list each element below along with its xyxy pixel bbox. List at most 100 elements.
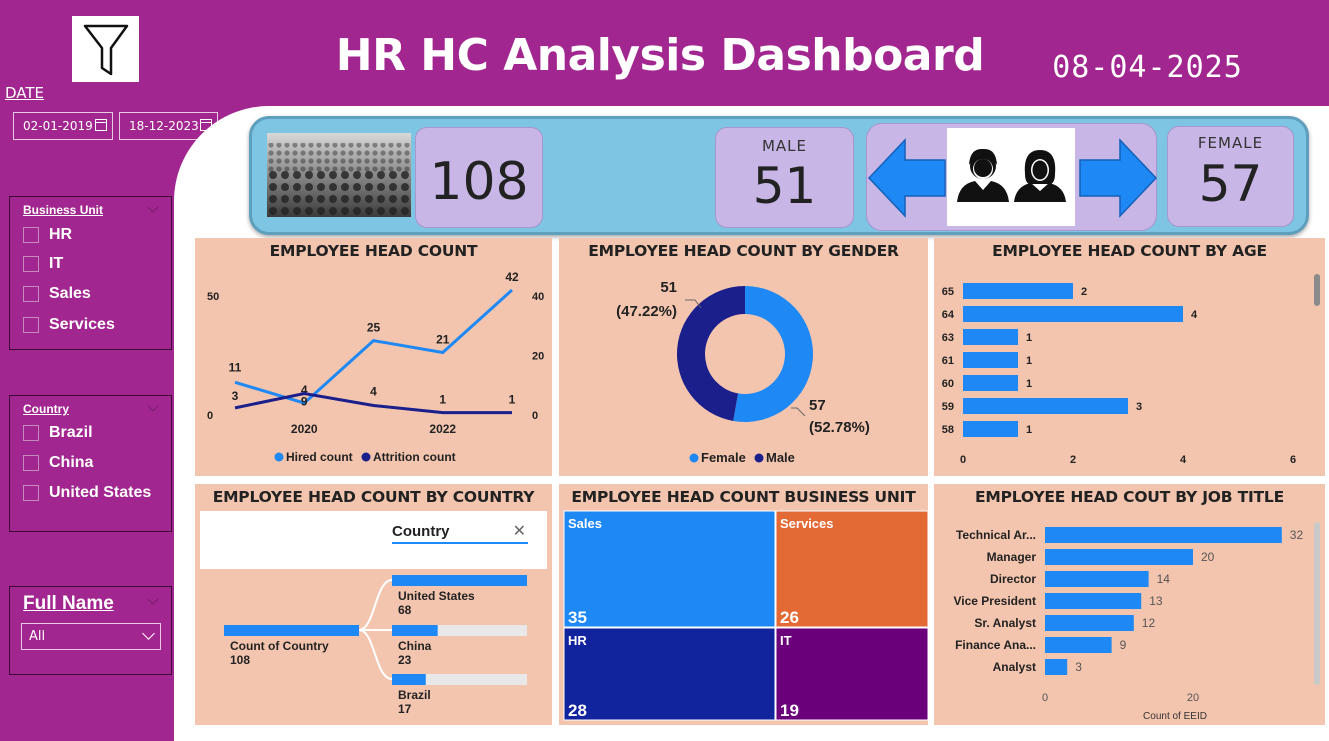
tile-label: Sales: [568, 516, 602, 531]
connector: [358, 629, 393, 680]
female-card: FEMALE 57: [1167, 126, 1294, 227]
data-label-pct: (47.22%): [616, 303, 677, 320]
series-line: [234, 288, 514, 405]
connector: [358, 579, 393, 631]
checkbox[interactable]: [23, 286, 39, 302]
full-name-dropdown[interactable]: All: [21, 623, 161, 650]
x-tick-label: 2: [1070, 454, 1076, 466]
slicer-option-united-states[interactable]: United States: [23, 484, 151, 502]
date-from-input[interactable]: 02-01-2019: [13, 112, 113, 140]
bar: [963, 306, 1183, 322]
bar-value-label: 2: [1081, 286, 1087, 298]
checkbox[interactable]: [23, 227, 39, 243]
slicer-option-china[interactable]: China: [23, 454, 93, 472]
y-right-tick-label: 0: [532, 410, 538, 422]
bar-value-label: 4: [1191, 309, 1198, 321]
slicer-option-brazil[interactable]: Brazil: [23, 424, 93, 442]
node-label: United States: [398, 589, 475, 603]
tile-value: 28: [568, 701, 587, 720]
chevron-down-icon[interactable]: [147, 593, 159, 605]
x-axis-title: Count of EEID: [1143, 711, 1207, 722]
category-label: Director: [990, 572, 1036, 586]
category-label: 64: [942, 309, 955, 321]
option-label: Services: [49, 316, 115, 333]
panel-title: EMPLOYEE HEAD COUNT BY GENDER: [588, 242, 899, 260]
x-tick-label: 0: [960, 454, 966, 466]
checkbox[interactable]: [23, 485, 39, 501]
chevron-down-icon[interactable]: [147, 400, 159, 412]
data-label-value: 51: [660, 279, 677, 296]
donut-slice: [676, 286, 745, 421]
option-label: Sales: [49, 285, 91, 302]
business-unit-treemap[interactable]: Sales 35 Services 26 HR 28 IT 19: [559, 484, 928, 725]
tile-value: 26: [780, 608, 799, 627]
arrow-left-icon: [867, 138, 946, 218]
data-label: 4: [301, 383, 308, 397]
root-bar: [224, 625, 359, 636]
scrollbar[interactable]: [1314, 274, 1320, 306]
data-label-value: 57: [809, 397, 826, 414]
age-bar-chart[interactable]: 65 2 64 4 63 1 61 1 60 1 59 3 58 1 0 2 4 6: [934, 238, 1325, 476]
legend-marker: [689, 453, 699, 463]
slicer-option-hr[interactable]: HR: [23, 226, 72, 244]
legend-label: Female: [701, 450, 746, 465]
category-label: Vice President: [954, 594, 1037, 608]
bar-value-label: 20: [1201, 550, 1215, 564]
chevron-down-icon[interactable]: [142, 627, 155, 640]
checkbox[interactable]: [23, 425, 39, 441]
data-label: 21: [436, 333, 450, 347]
checkbox[interactable]: [23, 455, 39, 471]
data-label-pct: (52.78%): [809, 419, 870, 436]
bar-track: [392, 625, 527, 636]
slicer-option-services[interactable]: Services: [23, 316, 115, 334]
checkbox[interactable]: [23, 256, 39, 272]
filter-button[interactable]: [72, 16, 139, 82]
male-label: MALE: [761, 137, 808, 155]
bar: [963, 375, 1018, 391]
close-icon[interactable]: ✕: [512, 523, 526, 540]
x-tick-label: 20: [1187, 692, 1199, 704]
filter-icon: [83, 24, 128, 76]
data-label: 3: [232, 389, 239, 403]
business-unit-panel: EMPLOYEE HEAD COUNT BUSINESS UNIT Sales 3…: [559, 484, 928, 725]
option-label: HR: [49, 226, 73, 243]
dropdown-value: All: [29, 629, 46, 644]
gender-donut-chart[interactable]: 57 (52.78%) 51 (47.22%) Female Male: [559, 238, 928, 476]
node-value: 23: [398, 653, 412, 667]
treemap-tile: [775, 510, 928, 628]
calendar-icon[interactable]: [95, 119, 107, 131]
slicer-option-it[interactable]: IT: [23, 255, 63, 273]
bar-value-label: 13: [1149, 594, 1163, 608]
leader-line: [791, 407, 806, 417]
date-from-value: 02-01-2019: [23, 119, 93, 133]
slicer-option-sales[interactable]: Sales: [23, 285, 91, 303]
category-label: Analyst: [993, 660, 1036, 674]
job-title-bar-chart[interactable]: Technical Ar... 32 Manager 20 Director 14 Vice…: [934, 484, 1325, 725]
bar: [1045, 527, 1282, 543]
bar: [392, 575, 527, 586]
y-left-tick-label: 0: [207, 410, 213, 422]
data-label: 9: [301, 395, 308, 409]
bar: [1045, 637, 1112, 653]
category-label: Finance Ana...: [955, 638, 1036, 652]
category-label: 60: [942, 378, 954, 390]
date-to-input[interactable]: 18-12-2023: [119, 112, 218, 140]
option-label: United States: [49, 484, 152, 501]
y-left-tick-label: 50: [207, 291, 219, 303]
decomp-level-header[interactable]: Country ✕: [392, 523, 528, 544]
arrow-right-icon: [1079, 138, 1158, 218]
chevron-down-icon[interactable]: [147, 201, 159, 213]
x-tick-label: 2020: [291, 422, 318, 436]
leader-line: [685, 299, 702, 309]
slicer-title: Business Unit: [23, 203, 104, 217]
root-label: Count of Country: [230, 639, 329, 653]
checkbox[interactable]: [23, 317, 39, 333]
scrollbar[interactable]: [1314, 522, 1320, 685]
x-tick-label: 6: [1290, 454, 1296, 466]
panel-title: EMPLOYEE HEAD COUNT: [269, 242, 478, 260]
bar: [963, 398, 1128, 414]
bar-value-label: 1: [1026, 355, 1032, 367]
job-title-panel: EMPLOYEE HEAD COUT BY JOB TITLE Technica…: [934, 484, 1325, 725]
